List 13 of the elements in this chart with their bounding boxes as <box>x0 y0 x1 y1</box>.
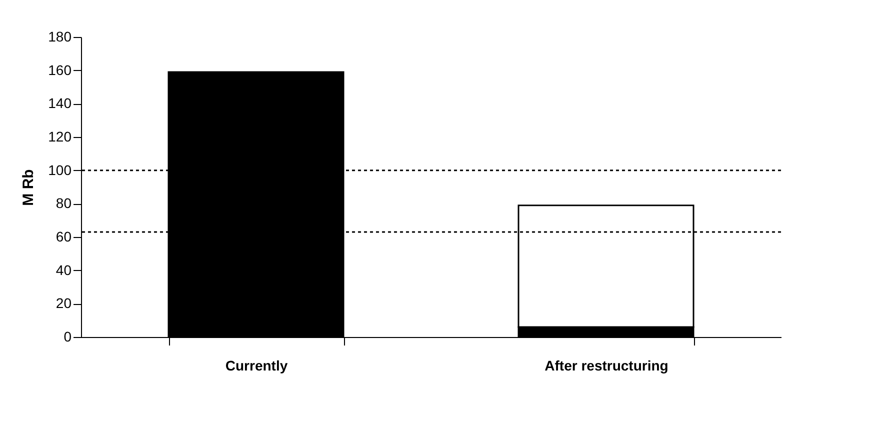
y-tick-label: 60 <box>56 228 72 244</box>
y-tick-label: 20 <box>56 295 72 312</box>
y-tick-label: 120 <box>48 128 72 144</box>
y-tick-label: 100 <box>48 162 72 178</box>
y-tick-label: 180 <box>48 28 72 44</box>
y-tick-label: 140 <box>48 95 72 112</box>
y-axis-title: M Rb <box>20 169 38 206</box>
x-tick-label: Currently <box>225 358 288 374</box>
y-tick-label: 160 <box>48 62 72 78</box>
y-tick-label: 0 <box>64 328 72 344</box>
y-tick-label: 80 <box>56 195 72 212</box>
x-tick-label: After restructuring <box>544 358 668 374</box>
y-tick-label: 40 <box>56 262 72 278</box>
